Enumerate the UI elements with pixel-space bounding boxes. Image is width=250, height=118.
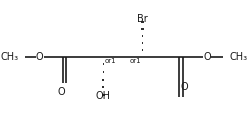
Text: O: O xyxy=(204,52,211,62)
Text: O: O xyxy=(36,52,44,62)
Text: or1: or1 xyxy=(104,58,116,64)
Text: O: O xyxy=(58,87,66,97)
Text: Br: Br xyxy=(137,14,148,24)
Text: OH: OH xyxy=(96,91,111,101)
Text: or1: or1 xyxy=(130,58,141,64)
Text: O: O xyxy=(180,82,188,92)
Text: CH₃: CH₃ xyxy=(1,52,19,62)
Text: CH₃: CH₃ xyxy=(229,52,248,62)
